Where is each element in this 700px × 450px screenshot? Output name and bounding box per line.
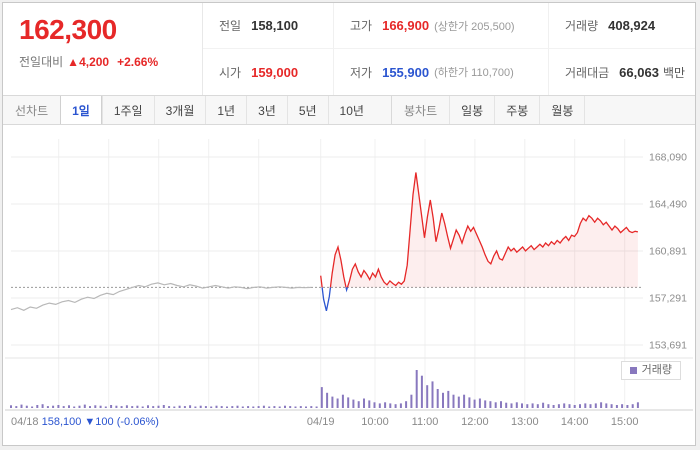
- tab-1week[interactable]: 1주일: [101, 96, 154, 124]
- change-value: 4,200: [79, 54, 110, 69]
- chart-toolbar: 선차트 1일 1주일 3개월 1년 3년 5년 10년 봉차트 일봉 주봉 월봉: [3, 96, 695, 125]
- up-arrow-icon: ▲: [67, 54, 80, 69]
- svg-text:157,291: 157,291: [649, 293, 687, 305]
- svg-text:04/19: 04/19: [307, 416, 335, 428]
- current-price-block: 162,300 전일대비 ▲4,200 +2.66%: [3, 3, 203, 95]
- tab-3year[interactable]: 3년: [246, 96, 287, 124]
- svg-text:160,891: 160,891: [649, 246, 687, 258]
- svg-text:04/18 158,100 ▼100 (-0.06%): 04/18 158,100 ▼100 (-0.06%): [11, 416, 159, 428]
- volume-swatch-icon: [629, 367, 637, 375]
- volume-value: 408,924: [608, 18, 656, 33]
- low-price-cell: 저가 155,900 (하한가 110,700): [333, 49, 548, 95]
- tab-monthly-candle[interactable]: 월봉: [539, 96, 586, 124]
- volume-label: 거래량: [565, 19, 599, 33]
- open-value: 159,000: [251, 64, 299, 80]
- tab-5year[interactable]: 5년: [286, 96, 328, 124]
- prev-close-label: 전일: [219, 19, 242, 33]
- open-price-cell: 시가 159,000: [203, 49, 333, 95]
- high-label: 고가: [350, 19, 373, 33]
- candle-chart-group: 봉차트 일봉 주봉 월봉: [391, 96, 586, 124]
- prev-close-value: 158,100: [251, 18, 299, 33]
- svg-text:12:00: 12:00: [461, 416, 489, 428]
- tab-weekly-candle[interactable]: 주봉: [494, 96, 539, 124]
- volume-cell: 거래량 408,924: [548, 3, 695, 49]
- low-label: 저가: [350, 65, 373, 80]
- trade-amount-label: 거래대금: [565, 65, 610, 80]
- line-chart-group-label: 선차트: [15, 103, 49, 118]
- high-price-cell: 고가 166,900 (상한가 205,500): [333, 3, 548, 49]
- quote-summary-grid: 전일 158,100 고가 166,900 (상한가 205,500) 거래량 …: [203, 3, 695, 95]
- svg-text:153,691: 153,691: [649, 340, 687, 352]
- quote-header: 162,300 전일대비 ▲4,200 +2.66% 전일 158,100 고가 1…: [3, 3, 695, 96]
- lower-limit-note: (하한가 110,700): [434, 67, 514, 79]
- tab-3month[interactable]: 3개월: [153, 96, 206, 124]
- change-label: 전일대비: [19, 54, 64, 69]
- low-value: 155,900: [382, 64, 430, 80]
- tab-1day[interactable]: 1일: [60, 96, 102, 124]
- tab-1year[interactable]: 1년: [205, 96, 246, 124]
- candle-chart-group-label: 봉차트: [404, 103, 438, 118]
- high-value: 166,900: [382, 18, 430, 33]
- trade-amount-cell: 거래대금 66,063 백만: [548, 49, 695, 95]
- svg-text:14:00: 14:00: [561, 416, 589, 428]
- tab-10year[interactable]: 10년: [327, 96, 375, 124]
- svg-text:164,490: 164,490: [649, 199, 687, 211]
- current-price: 162,300: [19, 14, 117, 45]
- volume-legend: 거래량: [620, 361, 681, 381]
- svg-text:10:00: 10:00: [361, 416, 389, 428]
- trade-amount-unit: 백만: [662, 65, 686, 80]
- upper-limit-note: (상한가 205,500): [434, 20, 515, 33]
- stock-quote-panel: 162,300 전일대비 ▲4,200 +2.66% 전일 158,100 고가 1…: [2, 2, 696, 446]
- svg-text:13:00: 13:00: [511, 416, 539, 428]
- volume-legend-label: 거래량: [641, 364, 672, 376]
- open-label: 시가: [219, 65, 242, 80]
- trade-amount-value: 66,063: [619, 64, 659, 80]
- price-change-line: 전일대비 ▲4,200 +2.66%: [19, 53, 202, 70]
- change-percent: +2.66%: [117, 54, 159, 69]
- chart-area: 168,090 164,490 160,891 157,291 153,691 04/18…: [3, 125, 695, 445]
- price-chart-canvas[interactable]: 168,090 164,490 160,891 157,291 153,691 04/18…: [3, 125, 695, 445]
- tab-daily-candle[interactable]: 일봉: [449, 96, 494, 124]
- svg-text:15:00: 15:00: [611, 416, 639, 428]
- svg-text:168,090: 168,090: [649, 152, 687, 164]
- svg-text:11:00: 11:00: [412, 416, 439, 428]
- prev-close-cell: 전일 158,100: [203, 3, 333, 49]
